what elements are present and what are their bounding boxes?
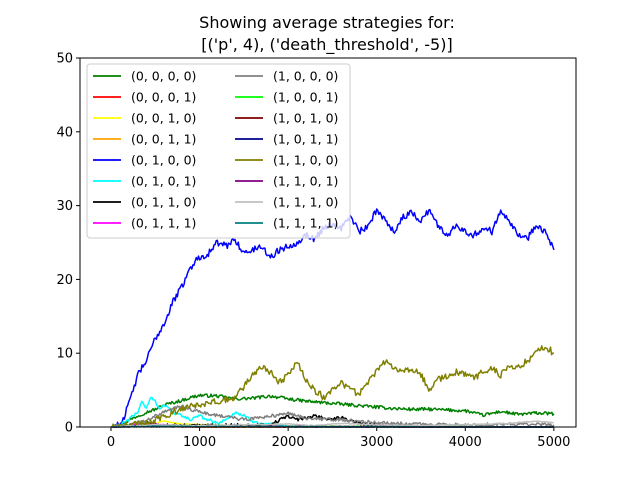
chart-subtitle: [('p', 4), ('death_threshold', -5)] xyxy=(201,35,452,55)
y-tick-label: 40 xyxy=(56,125,73,140)
legend-box xyxy=(86,63,351,239)
legend-label: (1, 1, 1, 1) xyxy=(273,216,338,231)
x-tick-label: 1000 xyxy=(183,435,216,450)
y-tick-label: 50 xyxy=(56,52,73,67)
y-tick-label: 10 xyxy=(56,347,73,362)
series-line xyxy=(110,345,554,428)
legend-label: (0, 1, 1, 1) xyxy=(131,216,196,231)
legend-label: (1, 1, 1, 0) xyxy=(273,195,338,210)
legend-label: (1, 1, 0, 0) xyxy=(273,153,338,168)
legend-label: (1, 0, 0, 0) xyxy=(273,69,338,84)
chart-title: Showing average strategies for: xyxy=(199,13,455,32)
x-tick-label: 4000 xyxy=(449,435,482,450)
legend-label: (1, 0, 1, 0) xyxy=(273,111,338,126)
legend-label: (0, 0, 0, 1) xyxy=(131,90,196,105)
plot-frame xyxy=(79,57,577,428)
y-axis: 0 10 20 30 40 50 xyxy=(56,52,80,436)
legend-label: (1, 0, 1, 1) xyxy=(273,132,338,147)
x-tick-label: 2000 xyxy=(272,435,305,450)
series-line xyxy=(111,393,555,428)
y-tick-label: 20 xyxy=(56,273,73,288)
legend-label: (0, 0, 1, 0) xyxy=(131,111,196,126)
legend-label: (0, 1, 0, 0) xyxy=(131,153,196,168)
x-tick-label: 3000 xyxy=(360,435,393,450)
x-tick-label: 5000 xyxy=(537,435,570,450)
y-tick-label: 30 xyxy=(56,199,73,214)
legend-label: (0, 1, 0, 1) xyxy=(131,174,196,189)
series-line xyxy=(110,420,554,428)
legend-label: (0, 0, 1, 1) xyxy=(131,132,196,147)
legend: (0, 0, 0, 0) (0, 0, 0, 1) (0, 0, 1, 0) (0, … xyxy=(86,63,351,239)
legend-label: (0, 0, 0, 0) xyxy=(131,69,196,84)
legend-label: (1, 0, 0, 1) xyxy=(273,90,338,105)
legend-label: (1, 1, 0, 1) xyxy=(273,174,338,189)
legend-label: (0, 1, 1, 0) xyxy=(131,195,196,210)
x-tick-label: 0 xyxy=(107,435,115,450)
y-tick-label: 0 xyxy=(65,421,73,436)
